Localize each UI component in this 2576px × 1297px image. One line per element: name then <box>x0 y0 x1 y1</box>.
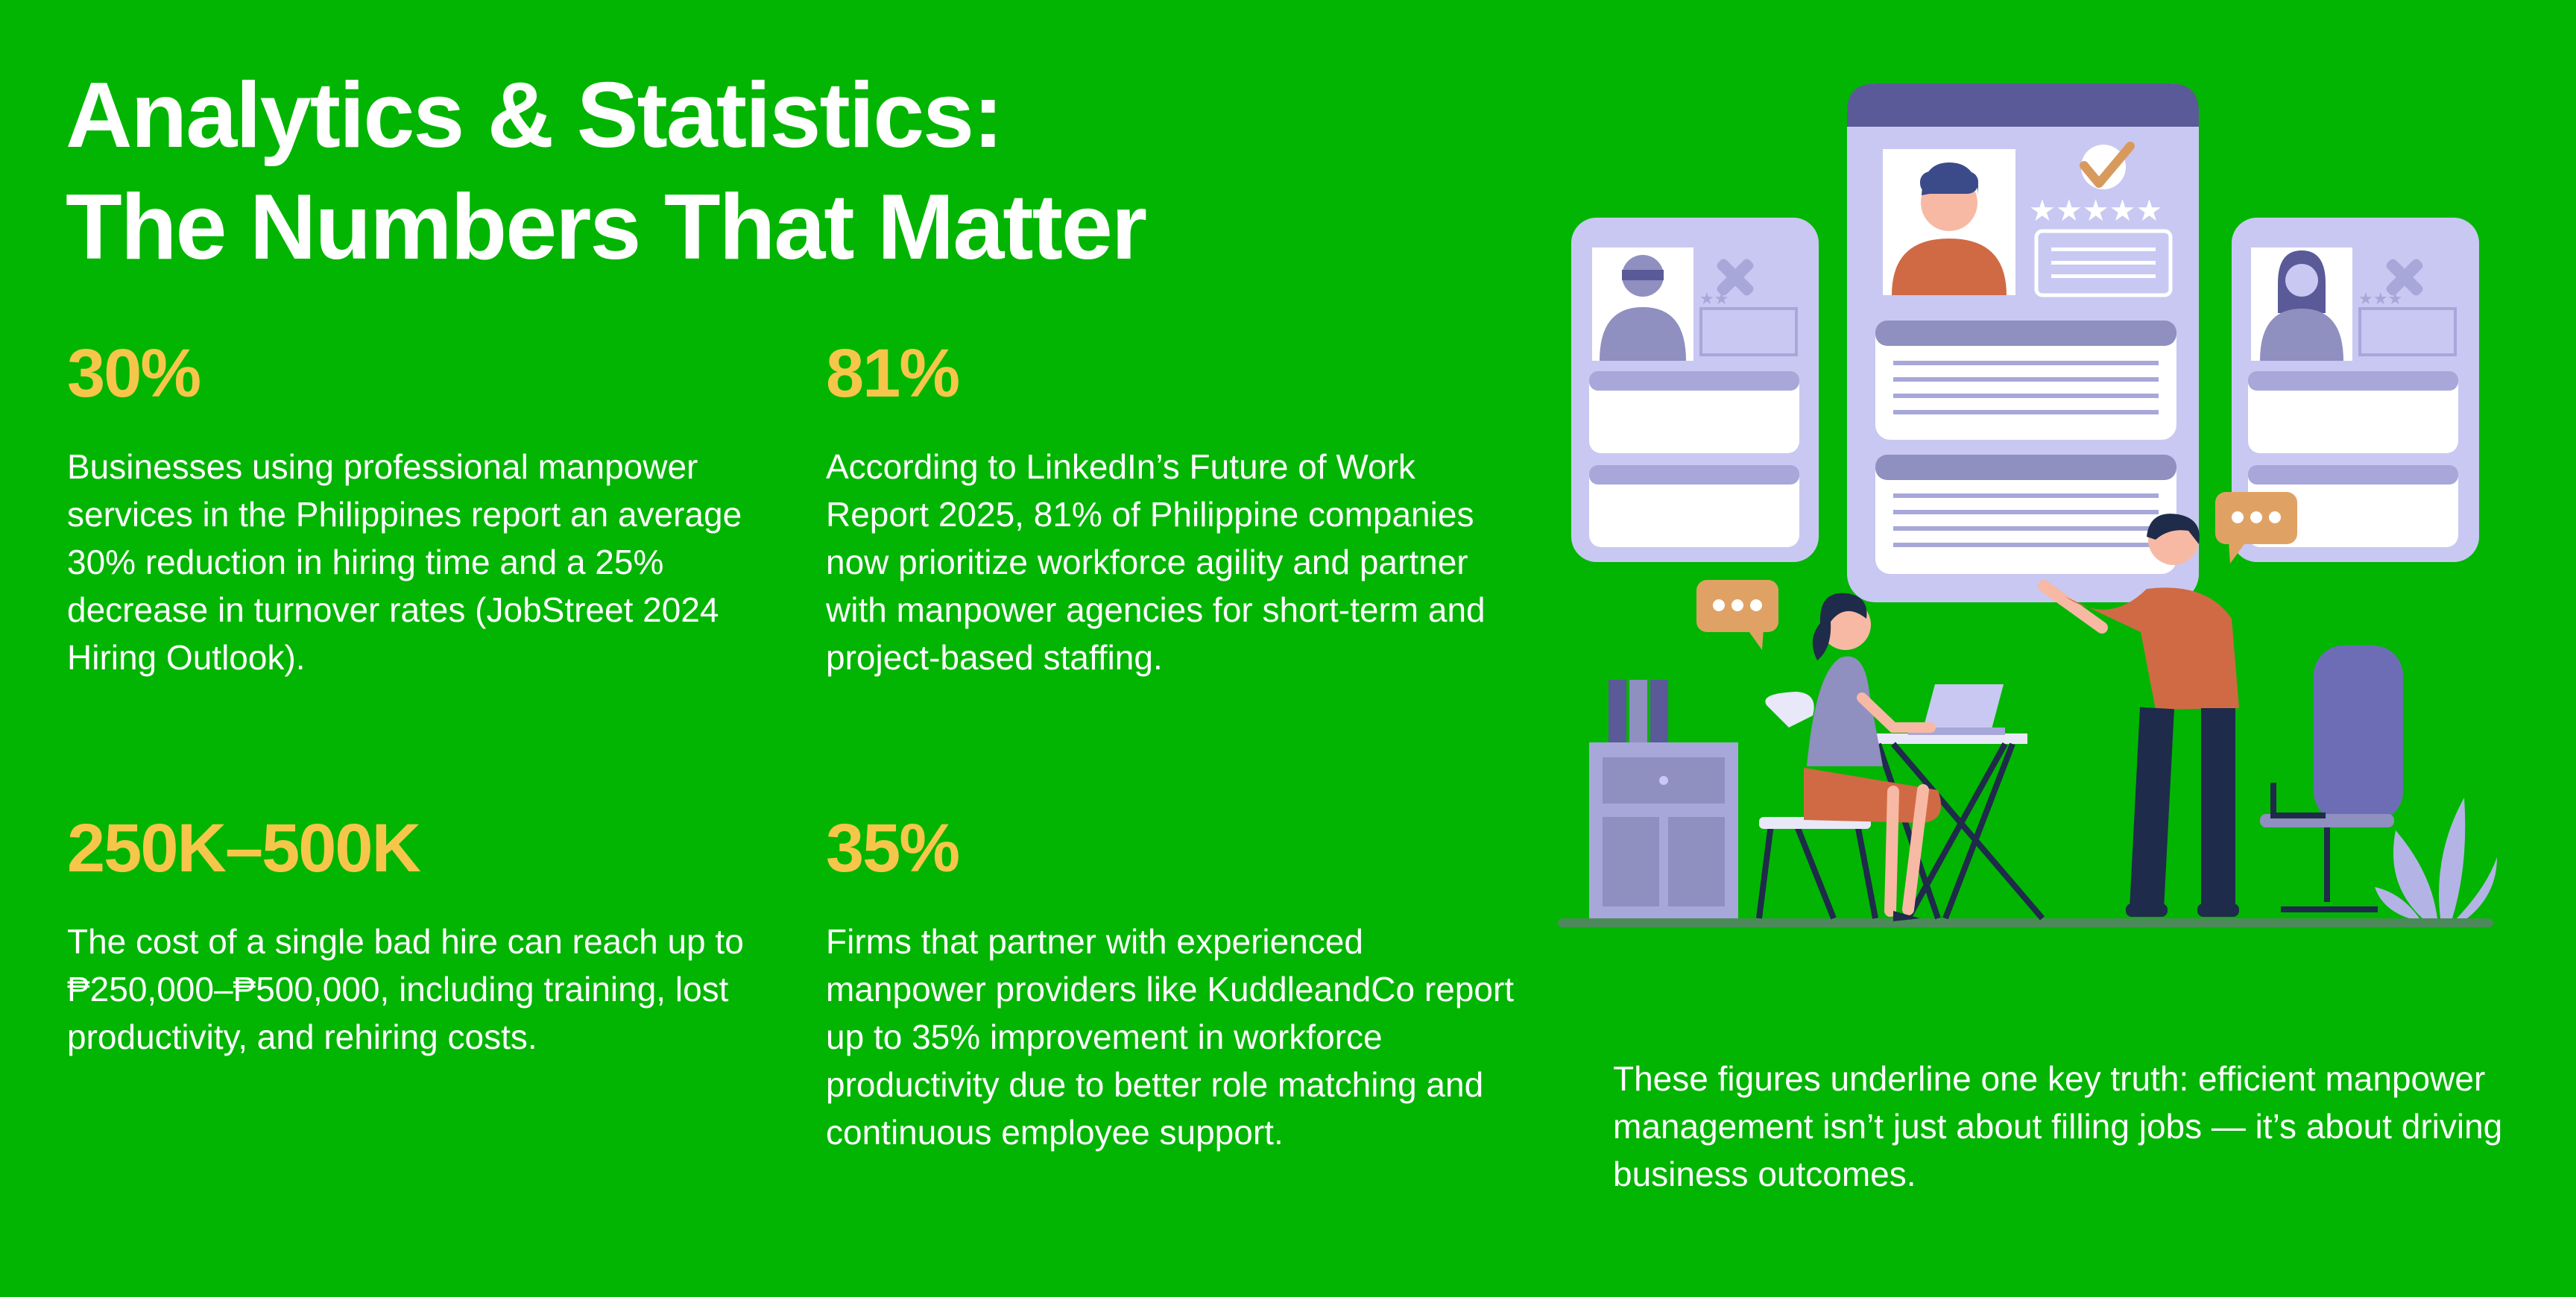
rejected-x-icon <box>2386 259 2423 296</box>
rejected-x-icon <box>1717 259 1754 296</box>
stat-workforce-agility: 81% According to LinkedIn’s Future of Wo… <box>826 332 1527 681</box>
svg-text:★★★: ★★★ <box>2358 290 2402 309</box>
title-line-2: The Numbers That Matter <box>66 176 1147 279</box>
floor-line <box>1558 918 2493 927</box>
stat-value: 81% <box>826 335 960 411</box>
candidate-profile-card-icon: ★★ <box>1571 218 1819 562</box>
office-chair-icon <box>2260 646 2403 912</box>
recruitment-scene-icon: ★★ ★★★ ★★ <box>1558 83 2497 927</box>
stat-description: The cost of a single bad hire can reach … <box>67 922 744 1056</box>
stat-description: Businesses using professional manpower s… <box>67 447 742 677</box>
plant-icon <box>2375 798 2497 918</box>
title-line-1: Analytics & Statistics: <box>66 64 1003 167</box>
summary-text: These figures underline one key truth: e… <box>1613 1059 2503 1193</box>
rating-stars-icon: ★★★★★ <box>2029 194 2162 228</box>
cabinet-icon <box>1589 680 1738 918</box>
laptop-icon <box>1908 684 2005 735</box>
svg-text:★★: ★★ <box>1699 290 1729 309</box>
stat-value: 35% <box>826 810 960 886</box>
page-title: Analytics & Statistics: The Numbers That… <box>66 60 1482 283</box>
desk-icon <box>1863 684 2045 921</box>
stat-bad-hire-cost: 250K–500K The cost of a single bad hire … <box>67 807 768 1061</box>
speech-bubble-icon <box>2215 492 2297 564</box>
standing-man-icon <box>2038 514 2239 917</box>
stat-value: 30% <box>67 335 201 411</box>
seated-woman-icon <box>1756 593 1942 921</box>
speech-bubble-icon <box>1696 580 1778 650</box>
stat-description: According to LinkedIn’s Future of Work R… <box>826 447 1486 677</box>
stat-productivity: 35% Firms that partner with experienced … <box>826 807 1527 1156</box>
candidate-profile-card-icon: ★★★ <box>2232 218 2479 562</box>
stat-hiring-time: 30% Businesses using professional manpow… <box>67 332 768 681</box>
approved-check-icon <box>2080 142 2135 189</box>
stat-description: Firms that partner with experienced manp… <box>826 922 1515 1152</box>
candidate-profile-card-icon: ★★★★★ <box>1847 83 2199 602</box>
stat-value: 250K–500K <box>67 810 421 886</box>
